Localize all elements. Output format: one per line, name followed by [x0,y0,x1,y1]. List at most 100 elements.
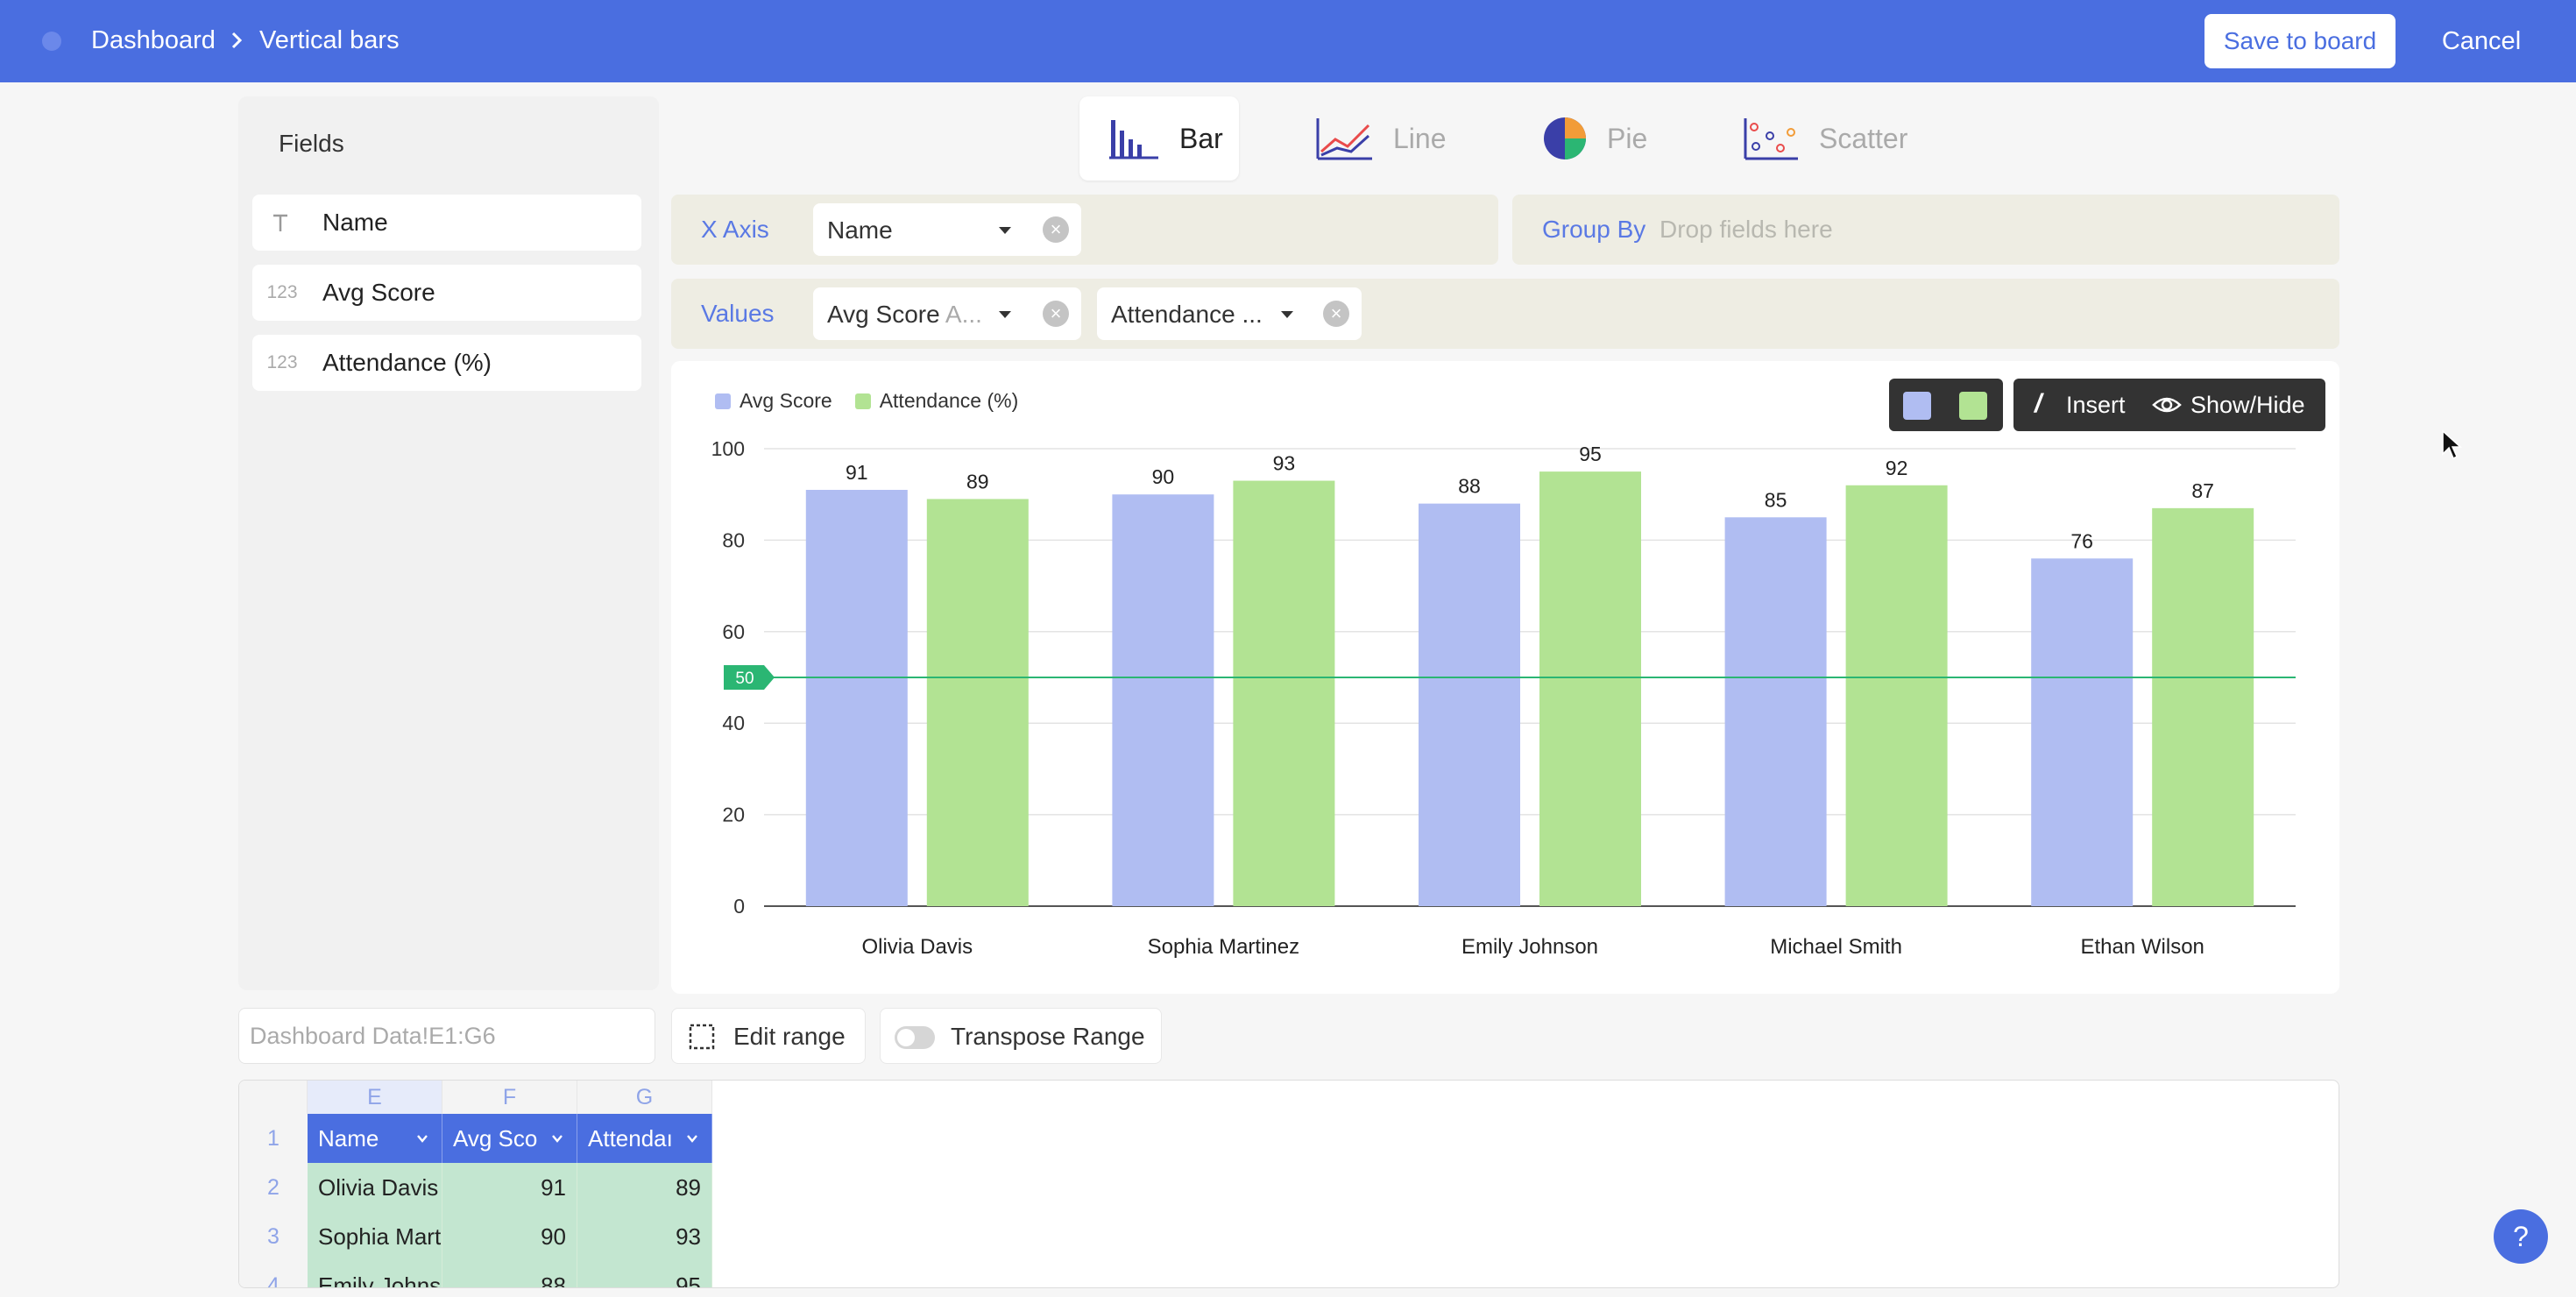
pie-chart-icon [1544,117,1586,159]
x-axis-label: X Axis [701,216,769,243]
value-field-attendance[interactable]: Attendance ... × [1097,287,1362,340]
bar [1845,485,1948,906]
remove-field-icon[interactable]: × [1323,301,1349,327]
data-label: 89 [966,470,989,493]
field-item-attendance[interactable]: 123 Attendance (%) [252,335,641,391]
remove-field-icon[interactable]: × [1043,301,1069,327]
row-header-1[interactable]: 1 [239,1114,308,1163]
tab-line-chart[interactable]: Line [1316,96,1474,181]
table-cell[interactable]: 90 [442,1212,577,1261]
chip-text: Attendance ... [1111,301,1263,328]
app-logo-icon [42,32,61,51]
legend-swatch [715,393,731,409]
table-cell[interactable]: 89 [577,1163,712,1212]
values-row: Values Avg Score A... × Attendance ... × [671,279,2339,349]
y-tick-label: 100 [711,437,745,460]
data-label: 90 [1152,465,1175,488]
chevron-down-icon[interactable] [415,1131,429,1145]
table-cell[interactable]: 95 [577,1261,712,1287]
caret-down-icon [1281,311,1293,318]
data-sheet: E F G 1 2 3 4 Name Avg Sco Attendaı Oliv… [238,1080,2339,1288]
header-cell-attendance[interactable]: Attendaı [577,1114,712,1163]
caret-down-icon [999,227,1011,234]
data-label: 88 [1458,475,1481,498]
edit-range-label: Edit range [733,1023,846,1050]
series-color-swatch-1[interactable] [1903,392,1931,420]
chevron-down-icon[interactable] [685,1131,699,1145]
tab-pie-chart[interactable]: Pie [1542,96,1682,181]
data-label: 91 [846,461,868,484]
breadcrumb-dashboard[interactable]: Dashboard [91,26,216,54]
field-item-name[interactable]: Name [252,195,641,251]
save-to-board-button[interactable]: Save to board [2204,14,2396,68]
tab-scatter-chart[interactable]: Scatter [1744,96,1928,181]
toggle-switch[interactable] [895,1026,935,1049]
column-header-f[interactable]: F [442,1081,577,1114]
data-label: 92 [1886,457,1908,479]
x-axis-field-select[interactable]: Name × [813,203,1081,256]
tab-bar-chart[interactable]: Bar [1079,96,1239,181]
data-label: 85 [1765,488,1787,511]
data-label: 93 [1273,452,1296,475]
column-header-e[interactable]: E [308,1081,442,1114]
y-tick-label: 20 [722,804,745,826]
group-by-placeholder: Drop fields here [1660,216,1833,243]
insert-button[interactable]: Insert [2066,392,2126,418]
x-tick-label: Michael Smith [1770,935,1902,959]
bar [1112,494,1214,906]
series-color-swatch-2[interactable] [1959,392,1987,420]
line-chart-icon [1316,118,1372,160]
table-cell[interactable]: Olivia Davis [308,1163,442,1212]
legend-item-avg-score[interactable]: Avg Score [715,389,832,413]
legend-swatch [854,393,871,409]
chevron-down-icon[interactable] [550,1131,564,1145]
y-tick-label: 80 [722,528,745,551]
field-label: Name [322,209,388,236]
row-header-4[interactable]: 4 [239,1261,308,1287]
table-cell[interactable]: 93 [577,1212,712,1261]
select-range-icon [689,1024,715,1050]
series-color-picker [1889,379,2003,431]
bar [1233,480,1335,906]
tab-label: Bar [1179,122,1223,154]
x-tick-label: Ethan Wilson [2080,935,2204,959]
column-header-g[interactable]: G [577,1081,712,1114]
help-button[interactable]: ? [2494,1209,2548,1264]
field-item-avg-score[interactable]: 123 Avg Score [252,265,641,321]
row-header-2[interactable]: 2 [239,1163,308,1212]
edit-range-button[interactable]: Edit range [671,1008,866,1064]
insert-slash-icon: / [2035,389,2042,418]
chevron-right-icon [231,32,243,49]
data-label: 87 [2191,479,2214,502]
row-header-3[interactable]: 3 [239,1212,308,1261]
group-by-row[interactable]: Group By Drop fields here [1512,195,2339,265]
reference-line-marker [724,665,775,690]
chart-card: 0 20 40 60 80 100 91 89 Olivia Davis 90 93 Sophia M… [671,361,2339,994]
x-tick-label: Olivia Davis [861,935,973,959]
transpose-range-label: Transpose Range [951,1023,1145,1050]
number-type-icon: 123 [266,352,298,372]
legend-label: Avg Score [740,389,832,412]
table-cell[interactable]: Sophia Mart [308,1212,442,1261]
header-cell-name[interactable]: Name [308,1114,442,1163]
table-cell[interactable]: 91 [442,1163,577,1212]
breadcrumb-current: Vertical bars [259,26,400,54]
header-cell-avg-score[interactable]: Avg Sco [442,1114,577,1163]
range-reference-input[interactable]: Dashboard Data!E1:G6 [238,1008,655,1064]
table-cell[interactable]: Emily Johns [308,1261,442,1287]
show-hide-button[interactable]: Show/Hide [2190,392,2305,418]
x-tick-label: Emily Johnson [1461,935,1598,959]
fields-title: Fields [279,130,344,157]
mouse-cursor-icon [2442,429,2462,460]
remove-field-icon[interactable]: × [1043,216,1069,243]
data-label: 95 [1579,443,1602,465]
header-text: Name [318,1124,379,1152]
transpose-range-toggle[interactable]: Transpose Range [880,1008,1162,1064]
value-field-avg-score[interactable]: Avg Score A... × [813,287,1081,340]
bar-chart-icon [1109,120,1158,159]
chart-legend: Avg Score Attendance (%) [715,389,1041,413]
cancel-button[interactable]: Cancel [2441,26,2522,55]
table-cell[interactable]: 88 [442,1261,577,1287]
legend-item-attendance[interactable]: Attendance (%) [854,389,1018,413]
y-tick-label: 40 [722,712,745,734]
